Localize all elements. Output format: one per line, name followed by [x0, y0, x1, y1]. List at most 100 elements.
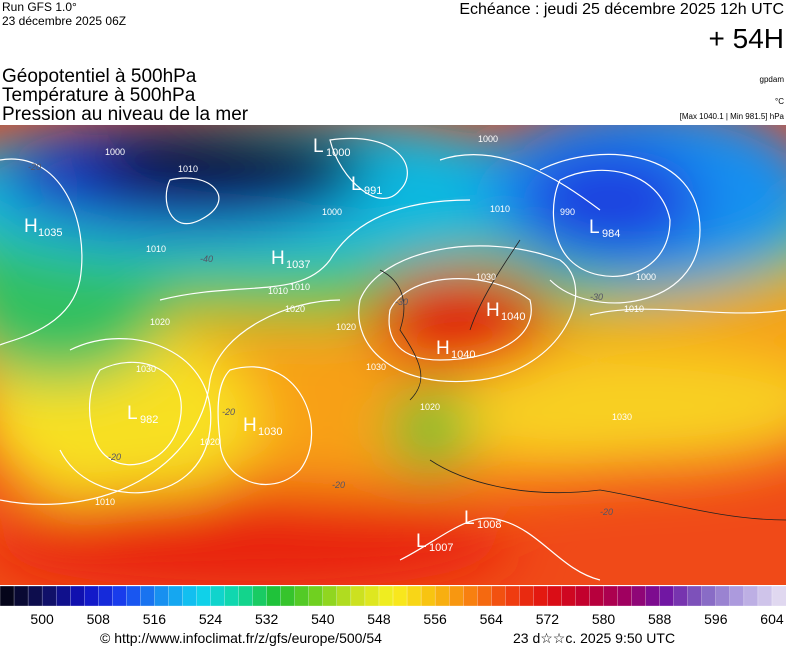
color-swatch	[434, 585, 450, 607]
isobar-label: 1010	[268, 286, 288, 296]
color-swatch	[168, 585, 184, 607]
unit: gpdam	[760, 75, 785, 84]
legend-tick-label: 588	[648, 611, 672, 627]
color-swatch	[617, 585, 633, 607]
center-value: 1000	[326, 147, 350, 159]
color-swatch	[294, 585, 310, 607]
isobar-labels: 1010101010001010101010201020103010301030…	[28, 134, 656, 517]
color-swatch	[477, 585, 492, 607]
color-swatch	[757, 585, 773, 607]
color-swatch	[729, 585, 745, 607]
color-swatch	[687, 585, 703, 607]
map-field: H 1035 L 1000 L 991 H 1037 L 984 H 1040 …	[0, 125, 786, 585]
color-swatch	[266, 585, 282, 607]
color-swatch	[322, 585, 338, 607]
center-value: 1030	[258, 426, 282, 438]
legend-tick-label: 516	[143, 611, 167, 627]
color-swatch	[378, 585, 394, 607]
color-swatch	[336, 585, 352, 607]
color-swatch	[491, 585, 506, 607]
center-letter: H	[271, 248, 285, 269]
center-letter: L	[313, 136, 324, 157]
color-swatch	[280, 585, 296, 607]
color-swatch	[659, 585, 675, 607]
color-swatch	[575, 585, 591, 607]
color-swatch	[561, 585, 577, 607]
temperature-label: -20	[600, 507, 613, 517]
isobar-label: 1000	[636, 272, 656, 282]
valid-time: Echéance : jeudi 25 décembre 2025 12h UT…	[459, 1, 784, 18]
isobar-label: 1010	[624, 304, 644, 314]
color-swatch	[98, 585, 113, 607]
center-letter: L	[416, 531, 427, 552]
center-letter: H	[243, 415, 257, 436]
isobar-label: 1030	[476, 272, 496, 282]
color-swatch	[70, 585, 85, 607]
color-swatch	[603, 585, 619, 607]
color-swatch	[154, 585, 170, 607]
color-legend: 500 508 516 524 532 540 548 556 564 572 580 588 596 6…	[0, 585, 786, 627]
legend-tick-label: 572	[536, 611, 560, 627]
center-value: 1035	[38, 227, 62, 239]
temperature-label: -20	[332, 480, 345, 490]
color-swatch	[463, 585, 478, 607]
color-swatch	[505, 585, 520, 607]
isobar-label: 1010	[95, 497, 115, 507]
color-swatch	[350, 585, 366, 607]
isobar-label: 1020	[150, 317, 170, 327]
isobar-label: 1000	[105, 147, 125, 157]
color-swatch	[0, 585, 15, 607]
color-swatch	[743, 585, 759, 607]
center-value: 1040	[451, 349, 475, 361]
unit: °C	[775, 97, 784, 106]
center-letter: H	[24, 216, 38, 237]
run-date: 23 décembre 2025 06Z	[2, 14, 126, 28]
color-swatch	[126, 585, 142, 607]
legend-tick-label: 604	[760, 611, 784, 627]
lead-time: + 54H	[709, 23, 785, 54]
color-swatch	[406, 585, 422, 607]
legend-tick-label: 564	[480, 611, 504, 627]
isobar-label: 1010	[290, 282, 310, 292]
center-letter: L	[464, 508, 475, 529]
color-swatch	[533, 585, 549, 607]
color-swatch	[13, 585, 29, 607]
temperature-label: -30	[395, 297, 408, 307]
color-swatch	[84, 585, 99, 607]
timestamp: 23 d☆☆c. 2025 9:50 UTC	[513, 630, 675, 646]
color-swatch	[308, 585, 324, 607]
color-swatch	[55, 585, 71, 607]
color-swatch	[715, 585, 731, 607]
center-value: 1007	[429, 542, 453, 554]
color-swatch	[519, 585, 535, 607]
legend-tick-label: 508	[87, 611, 111, 627]
field-name: Géopotentiel à 500hPa	[2, 66, 197, 87]
center-letter: H	[486, 300, 500, 321]
run-label: Run GFS 1.0°	[2, 0, 77, 14]
center-letter: L	[127, 403, 138, 424]
temperature-label: -20	[28, 162, 41, 172]
isobar-label: 1020	[420, 402, 440, 412]
color-swatch	[27, 585, 43, 607]
isobar-label: 1010	[490, 204, 510, 214]
color-swatch	[645, 585, 661, 607]
unit: [Max 1040.1 | Min 981.5] hPa	[680, 112, 785, 121]
field-name: Pression au niveau de la mer	[2, 104, 249, 125]
center-value: 984	[602, 228, 620, 240]
isobar-label: 1030	[612, 412, 632, 422]
color-swatch	[631, 585, 647, 607]
color-swatch	[547, 585, 563, 607]
center-letter: L	[589, 217, 600, 238]
color-swatch	[701, 585, 717, 607]
color-swatch	[252, 585, 268, 607]
center-value: 1008	[477, 519, 501, 531]
isobar-label: 1010	[146, 244, 166, 254]
color-swatch	[364, 585, 380, 607]
legend-tick-label: 540	[311, 611, 335, 627]
isobar-label: 1020	[285, 304, 305, 314]
isobar-label: 1000	[322, 207, 342, 217]
legend-tick-label: 596	[704, 611, 728, 627]
legend-tick-label: 524	[199, 611, 223, 627]
isobar-label: 1030	[136, 364, 156, 374]
